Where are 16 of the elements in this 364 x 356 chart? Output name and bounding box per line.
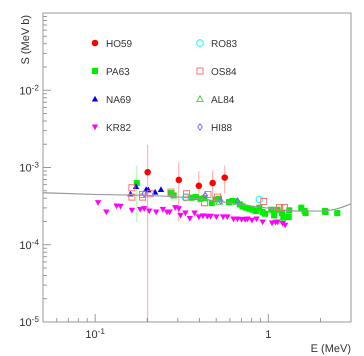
x-axis-title: E (MeV) — [310, 343, 351, 355]
legend-label: RO83 — [211, 39, 238, 50]
legend-label: PA63 — [106, 67, 130, 78]
y-tick-label: 10$^{-2}$ — [19, 82, 40, 98]
y-tick-label: 10$^{-3}$ — [19, 160, 40, 174]
legend-label: NA69 — [106, 95, 132, 106]
legend-label: KR82 — [106, 123, 132, 134]
x-tick-label: 1 — [265, 329, 272, 341]
x-tick-label: 10$^{-1}$ — [85, 326, 106, 341]
y-axis-title: S (MeV b) — [20, 15, 32, 65]
y-tick-label: 10$^{-4}$ — [19, 237, 40, 252]
legend-label: OS84 — [211, 67, 238, 78]
y-tick-label: 10$^{-5}$ — [19, 314, 40, 329]
legend-label: AL84 — [211, 95, 235, 106]
legend-label: HI88 — [211, 123, 233, 134]
legend-label: HO59 — [106, 39, 133, 50]
